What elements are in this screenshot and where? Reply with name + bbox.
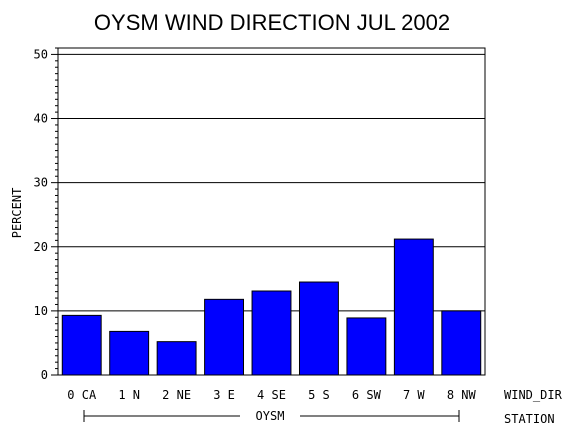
- bar-6-sw: [346, 317, 387, 376]
- x-tick-labels: 0 CA 1 N 2 NE 3 E 4 SE 5 S 6 SW 7 W 8 NW: [67, 388, 476, 402]
- y-tick-label-20: 20: [34, 240, 48, 254]
- x-tick-label-2-ne: 2 NE: [162, 388, 191, 402]
- station-group-bracket: OYSM: [83, 409, 460, 423]
- y-tick-label-40: 40: [34, 112, 48, 126]
- x-tick-label-0-ca: 0 CA: [67, 388, 97, 402]
- x-tick-label-3-e: 3 E: [213, 388, 235, 402]
- x-tick-label-5-s: 5 S: [308, 388, 330, 402]
- x-tick-label-4-se: 4 SE: [257, 388, 286, 402]
- bar-8-nw: [441, 310, 482, 376]
- bars: [61, 238, 482, 376]
- y-tick-label-0: 0: [41, 368, 48, 382]
- y-tick-label-50: 50: [34, 47, 48, 61]
- bar-5-s: [298, 281, 339, 376]
- y-tick-label-10: 10: [34, 304, 48, 318]
- station-group-label: OYSM: [256, 409, 285, 423]
- bar-0-ca: [61, 314, 102, 376]
- y-axis-label: PERCENT: [10, 188, 24, 239]
- bar-1-n: [109, 330, 150, 376]
- x-tick-label-6-sw: 6 SW: [352, 388, 382, 402]
- bar-2-ne: [156, 341, 197, 376]
- bar-3-e: [204, 298, 245, 376]
- plot-frame: [57, 47, 486, 376]
- chart-title: OYSM WIND DIRECTION JUL 2002: [94, 10, 450, 35]
- x-tick-label-1-n: 1 N: [118, 388, 140, 402]
- x-axis-label: WIND_DIR: [504, 388, 563, 402]
- x-tick-label-8-nw: 8 NW: [447, 388, 477, 402]
- bar-7-w: [393, 238, 434, 376]
- axes: [51, 47, 486, 376]
- bar-4-se: [251, 290, 292, 376]
- x-tick-label-7-w: 7 W: [403, 388, 425, 402]
- station-axis-label: STATION: [504, 412, 555, 426]
- y-tick-labels: 0 10 20 30 40 50: [34, 47, 48, 382]
- y-tick-label-30: 30: [34, 176, 48, 190]
